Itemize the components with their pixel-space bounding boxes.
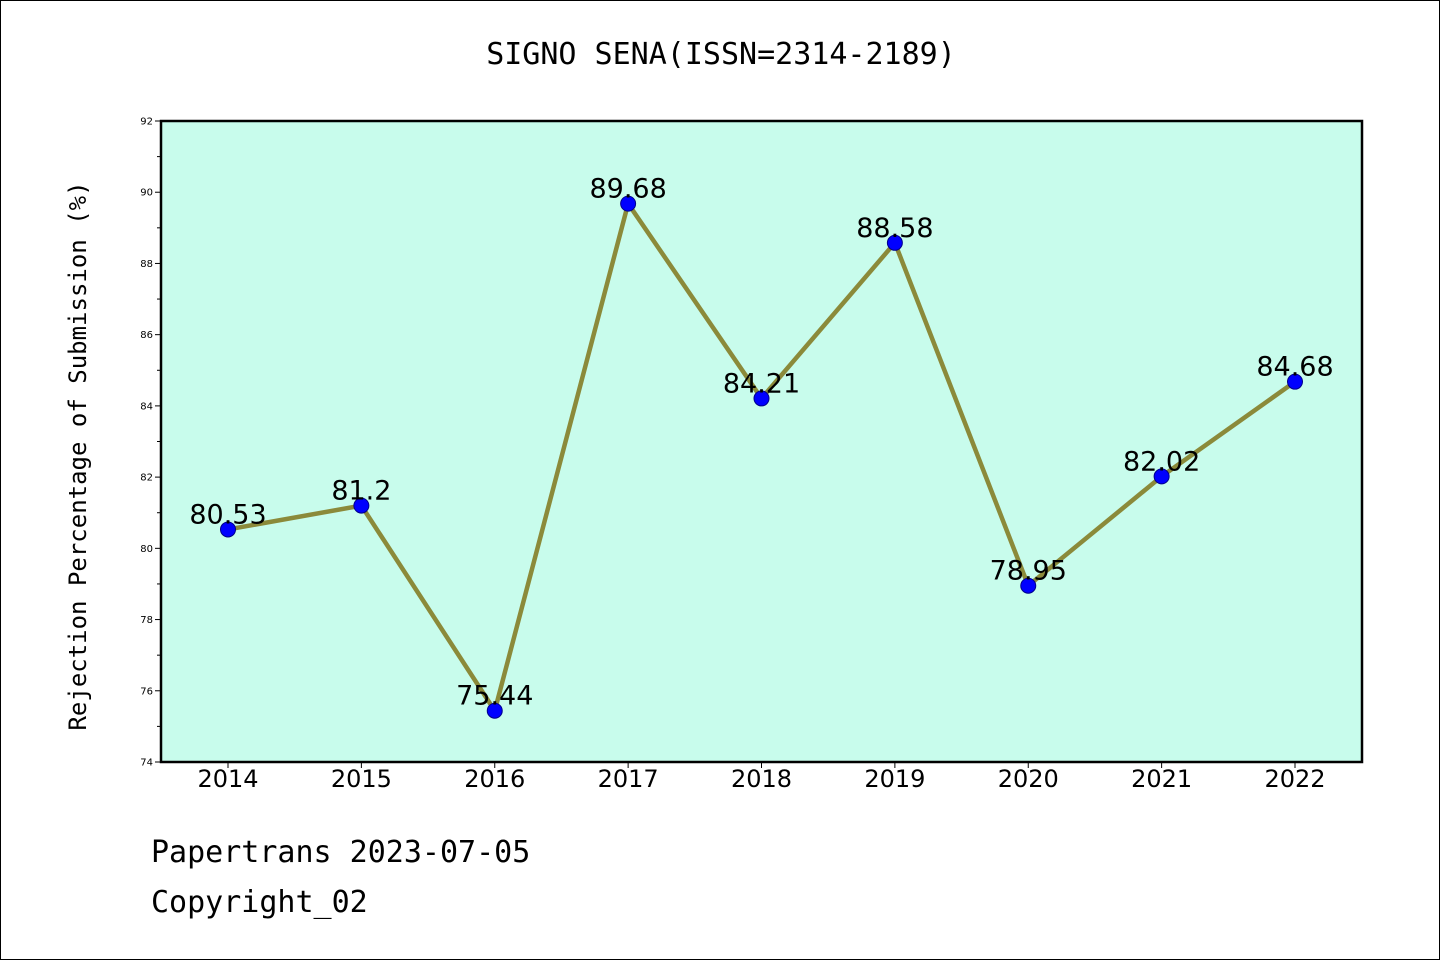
- data-label: 78.95: [990, 556, 1067, 587]
- y-tick-label: 80: [140, 544, 153, 555]
- data-point: [1153, 468, 1170, 485]
- data-point: [1287, 373, 1303, 390]
- x-tick-label: 2016: [464, 765, 525, 793]
- data-point: [353, 497, 370, 514]
- chart-title: SIGNO SENA(ISSN=2314-2189): [486, 37, 956, 72]
- x-tick-label: 2018: [731, 765, 792, 793]
- y-tick-label: 88: [140, 259, 153, 270]
- x-tick-label: 2022: [1264, 765, 1325, 793]
- y-tick-label: 84: [140, 401, 153, 412]
- y-tick-label: 86: [140, 330, 153, 341]
- x-tick-label: 2017: [598, 765, 659, 793]
- x-axis: 2014 2015 2016 2017 2018 2019 2020 2021 2022: [197, 762, 1326, 793]
- plot-area: [161, 121, 1362, 762]
- footer-copyright: Copyright_02: [151, 885, 368, 920]
- y-tick-label: 82: [140, 473, 153, 484]
- data-label: 84.68: [1256, 352, 1333, 383]
- data-label: 80.53: [189, 499, 266, 530]
- y-axis-label: Rejection Percentage of Submission (%): [64, 181, 92, 730]
- data-label: 84.21: [723, 368, 800, 399]
- data-point: [753, 390, 770, 407]
- y-tick-label: 78: [140, 615, 153, 626]
- y-tick-label: 74: [140, 758, 153, 769]
- data-labels: 80.53 81.2 75.44 89.68 84.21 88.58 78.95 82.02 8…: [189, 174, 1333, 712]
- data-point: [886, 234, 903, 251]
- x-tick-label: 2019: [864, 765, 925, 793]
- data-point: [220, 521, 236, 538]
- footer-date: Papertrans 2023-07-05: [151, 835, 531, 870]
- y-tick-label: 90: [140, 188, 153, 199]
- x-tick-label: 2015: [331, 765, 392, 793]
- data-label: 88.58: [856, 213, 933, 244]
- x-tick-label: 2014: [197, 765, 258, 793]
- x-tick-label: 2021: [1131, 765, 1192, 793]
- y-axis: 74 76 78 80 82 84 86 88 90 92: [140, 117, 161, 769]
- x-tick-label: 2020: [998, 765, 1059, 793]
- data-point: [1020, 577, 1037, 594]
- data-label: 75.44: [456, 681, 533, 712]
- data-point: [486, 702, 503, 719]
- plot-frame: [159, 119, 1364, 764]
- y-tick-label: 76: [140, 686, 153, 697]
- data-label: 82.02: [1123, 446, 1200, 477]
- y-tick-label: 92: [140, 117, 153, 128]
- data-markers: [220, 195, 1303, 719]
- data-label: 81.2: [331, 476, 391, 507]
- data-label: 89.68: [589, 174, 666, 205]
- data-point: [620, 195, 637, 212]
